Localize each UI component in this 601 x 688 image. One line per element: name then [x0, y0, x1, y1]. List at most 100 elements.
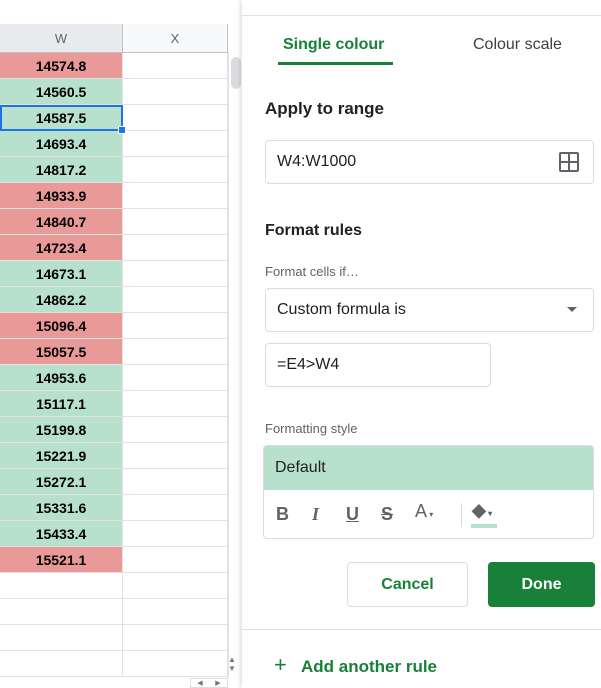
cell-w[interactable]: 15221.9	[0, 443, 123, 469]
cell-w[interactable]: 15096.4	[0, 313, 123, 339]
cell-x[interactable]	[123, 209, 228, 235]
cell-w[interactable]: 14723.4	[0, 235, 123, 261]
cell-w[interactable]: 15433.4	[0, 521, 123, 547]
cell-w[interactable]: 14560.5	[0, 79, 123, 105]
cell-x[interactable]	[123, 105, 228, 131]
table-row	[0, 651, 228, 677]
conditional-format-panel: Single colour Colour scale Apply to rang…	[242, 0, 601, 688]
cell-x[interactable]	[123, 469, 228, 495]
cell-x[interactable]	[123, 313, 228, 339]
text-color-icon[interactable]: A ▾	[415, 501, 434, 521]
condition-value: Custom formula is	[277, 301, 406, 318]
cell-w[interactable]: 15521.1	[0, 547, 123, 573]
vertical-scrollbar[interactable]	[228, 53, 242, 678]
cell-x[interactable]	[123, 287, 228, 313]
tab-colour-scale[interactable]: Colour scale	[473, 36, 562, 53]
bold-icon[interactable]: B	[276, 504, 289, 524]
cell-w[interactable]: 14953.6	[0, 365, 123, 391]
table-row: 14693.4	[0, 131, 228, 157]
cell-w[interactable]: 14840.7	[0, 209, 123, 235]
cell-w[interactable]: 14673.1	[0, 261, 123, 287]
table-row: 15272.1	[0, 469, 228, 495]
scrollbar-thumb[interactable]	[231, 57, 241, 89]
cell-x[interactable]	[123, 651, 228, 677]
cell-w[interactable]: 15057.5	[0, 339, 123, 365]
table-row: 15433.4	[0, 521, 228, 547]
range-input[interactable]: W4:W1000	[265, 140, 594, 184]
cell-w[interactable]: 15272.1	[0, 469, 123, 495]
done-button[interactable]: Done	[488, 562, 595, 607]
spreadsheet-grid: W X 14574.8 14560.5 14587.5 14693.4 14817.2 1…	[0, 0, 242, 688]
cell-w[interactable]: 14933.9	[0, 183, 123, 209]
formatting-style-label: Formatting style	[265, 421, 358, 436]
table-row: 14953.6	[0, 365, 228, 391]
cell-x[interactable]	[123, 53, 228, 79]
table-row: 14723.4	[0, 235, 228, 261]
formatting-style-box: Default	[263, 445, 594, 539]
cell-x[interactable]	[123, 235, 228, 261]
cell-x[interactable]	[123, 183, 228, 209]
apply-to-range-label: Apply to range	[265, 99, 385, 118]
cell-w[interactable]: 15331.6	[0, 495, 123, 521]
column-header-w[interactable]: W	[0, 24, 123, 53]
fill-color-icon[interactable]: ◆ ▾	[472, 500, 493, 520]
scroll-down-icon[interactable]: ▼	[228, 664, 236, 673]
tab-single-colour[interactable]: Single colour	[283, 36, 385, 53]
cell-w[interactable]	[0, 599, 123, 625]
table-row: 14673.1	[0, 261, 228, 287]
cell-x[interactable]	[123, 131, 228, 157]
horizontal-scroll-arrows[interactable]: ◀ ▶	[190, 678, 228, 688]
cell-x[interactable]	[123, 417, 228, 443]
cell-x[interactable]	[123, 573, 228, 599]
cell-w[interactable]: 14693.4	[0, 131, 123, 157]
cell-x[interactable]	[123, 339, 228, 365]
table-row	[0, 599, 228, 625]
cell-w[interactable]	[0, 625, 123, 651]
plus-icon[interactable]: +	[274, 652, 287, 677]
cell-w[interactable]	[0, 651, 123, 677]
column-header-x[interactable]: X	[123, 24, 228, 53]
formula-input[interactable]: =E4>W4	[265, 343, 491, 387]
cell-w[interactable]: 14574.8	[0, 53, 123, 79]
cell-x[interactable]	[123, 625, 228, 651]
scroll-up-icon[interactable]: ▲	[228, 655, 236, 664]
style-preview-default[interactable]: Default	[264, 446, 593, 490]
fill-color-swatch	[471, 524, 497, 528]
cell-x[interactable]	[123, 443, 228, 469]
chevron-down-icon	[567, 307, 577, 312]
table-row: 14560.5	[0, 79, 228, 105]
condition-dropdown[interactable]: Custom formula is	[265, 288, 594, 332]
strikethrough-icon[interactable]: S	[381, 504, 394, 524]
table-row: 15521.1	[0, 547, 228, 573]
range-value: W4:W1000	[277, 153, 357, 170]
table-row: 14587.5	[0, 105, 228, 134]
cell-w[interactable]: 15117.1	[0, 391, 123, 417]
cell-x[interactable]	[123, 521, 228, 547]
cell-x[interactable]	[123, 547, 228, 573]
table-row: 14862.2	[0, 287, 228, 313]
table-row: 15117.1	[0, 391, 228, 417]
table-row	[0, 573, 228, 599]
add-another-rule-link[interactable]: Add another rule	[301, 657, 438, 676]
cell-x[interactable]	[123, 495, 228, 521]
cell-x[interactable]	[123, 391, 228, 417]
underline-icon[interactable]: U	[346, 504, 359, 524]
cell-w[interactable]: 14587.5	[0, 105, 123, 131]
select-range-grid-icon[interactable]	[559, 152, 579, 172]
cell-w[interactable]	[0, 573, 123, 599]
fill-handle[interactable]	[118, 126, 126, 134]
cell-w[interactable]: 14817.2	[0, 157, 123, 183]
cancel-button[interactable]: Cancel	[347, 562, 468, 607]
cell-x[interactable]	[123, 365, 228, 391]
table-row: 15331.6	[0, 495, 228, 521]
cell-w[interactable]: 15199.8	[0, 417, 123, 443]
format-rules-heading: Format rules	[265, 222, 362, 239]
cell-w[interactable]: 14862.2	[0, 287, 123, 313]
cell-x[interactable]	[123, 261, 228, 287]
cell-x[interactable]	[123, 157, 228, 183]
cell-x[interactable]	[123, 599, 228, 625]
table-row: 14933.9	[0, 183, 228, 209]
cell-x[interactable]	[123, 79, 228, 105]
italic-icon[interactable]: I	[312, 504, 320, 524]
formula-value: =E4>W4	[277, 356, 340, 373]
